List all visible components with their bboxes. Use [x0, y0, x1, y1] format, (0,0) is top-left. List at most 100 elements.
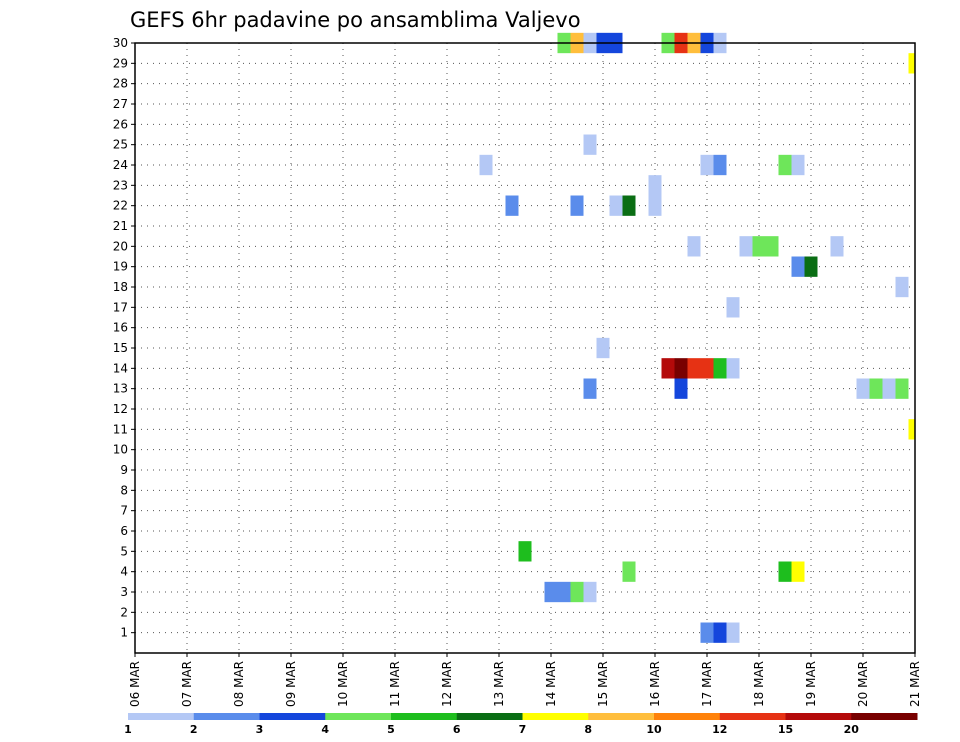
heatmap-cell — [713, 622, 727, 643]
heatmap-cell — [622, 195, 636, 216]
x-tick-label: 16 MAR — [648, 661, 662, 707]
heatmap-cell — [791, 154, 805, 176]
y-tick-label: 22 — [113, 199, 128, 213]
heatmap-cell — [895, 378, 909, 399]
colorbar-label: 8 — [584, 723, 592, 736]
heatmap-cell — [557, 581, 571, 603]
heatmap-cell — [583, 134, 597, 155]
y-tick-label: 26 — [113, 117, 128, 131]
y-tick-label: 10 — [113, 443, 128, 457]
heatmap-cell — [518, 541, 532, 562]
colorbar-swatch — [719, 713, 786, 720]
colorbar-label: 15 — [778, 723, 793, 736]
heatmap-cell — [908, 419, 915, 440]
heatmap-cell — [674, 358, 688, 379]
x-tick-label: 09 MAR — [284, 661, 298, 707]
colorbar-label: 2 — [190, 723, 198, 736]
heatmap-cell — [895, 276, 909, 298]
colorbar-label: 12 — [712, 723, 727, 736]
heatmap-cell — [778, 561, 792, 582]
heatmap-cell — [596, 337, 610, 359]
y-tick-label: 6 — [120, 524, 128, 538]
y-tick-label: 28 — [113, 77, 128, 91]
heatmap-cell — [765, 236, 779, 257]
heatmap-cell — [739, 236, 753, 257]
colorbar-swatch — [325, 713, 392, 720]
y-tick-label: 18 — [113, 280, 128, 294]
heatmap-cell — [674, 378, 688, 399]
heatmap-cell — [726, 622, 740, 643]
colorbar-swatch — [654, 713, 721, 720]
x-tick-label: 06 MAR — [128, 661, 142, 707]
heatmap-cell — [869, 378, 883, 399]
y-tick-label: 15 — [113, 341, 128, 355]
y-tick-label: 8 — [120, 483, 128, 497]
x-axis: 06 MAR 07 MAR 08 MAR 09 MAR 10 MAR 11 MAR 12 M… — [128, 653, 922, 707]
heatmap-cell — [622, 561, 636, 582]
heatmap-cell — [791, 256, 805, 277]
y-tick-label: 27 — [113, 97, 128, 111]
colorbar-swatch — [522, 713, 589, 720]
colorbar-swatch — [259, 713, 326, 720]
heatmap-cell — [882, 378, 896, 399]
colorbar-label: 1 — [124, 723, 132, 736]
colorbar-label: 3 — [256, 723, 264, 736]
colorbar-label: 6 — [453, 723, 461, 736]
x-tick-label: 10 MAR — [336, 661, 350, 707]
y-tick-label: 25 — [113, 138, 128, 152]
colorbar-label: 20 — [844, 723, 860, 736]
heatmap-cell — [479, 154, 493, 176]
colorbar-label: 7 — [519, 723, 527, 736]
colorbar-swatch — [785, 713, 852, 720]
x-tick-label: 17 MAR — [700, 661, 714, 707]
x-tick-label: 21 MAR — [908, 661, 922, 707]
colorbar-swatch — [588, 713, 655, 720]
x-tick-label: 15 MAR — [596, 661, 610, 707]
y-tick-label: 5 — [120, 544, 128, 558]
y-tick-label: 23 — [113, 178, 128, 192]
colorbar-swatch — [851, 713, 918, 720]
heatmap-cell — [908, 53, 915, 74]
heatmap-cell — [726, 297, 740, 318]
y-tick-label: 3 — [120, 585, 128, 599]
heatmap-cell — [700, 622, 714, 643]
colorbar-swatch — [456, 713, 523, 720]
colorbar: 1 2 3 4 5 6 7 8 10 12 15 20 — [124, 713, 918, 736]
heatmap-cell — [713, 358, 727, 379]
y-tick-label: 1 — [120, 626, 128, 640]
colorbar-label: 10 — [646, 723, 662, 736]
x-tick-label: 07 MAR — [180, 661, 194, 707]
x-tick-label: 08 MAR — [232, 661, 246, 707]
y-tick-label: 2 — [120, 605, 128, 619]
heatmap-cell — [687, 236, 701, 257]
y-tick-label: 24 — [113, 158, 128, 172]
y-axis: 1234567891011121314151617181920212223242… — [113, 36, 135, 640]
heatmap-cell — [856, 378, 870, 399]
x-tick-label: 20 MAR — [856, 661, 870, 707]
y-tick-label: 19 — [113, 260, 128, 274]
y-tick-label: 9 — [120, 463, 128, 477]
heatmap-cell — [791, 561, 805, 582]
heatmap-cell — [830, 236, 844, 257]
heatmap-cell — [661, 358, 675, 379]
heatmap-cell — [570, 581, 584, 603]
colorbar-label: 5 — [387, 723, 395, 736]
heatmap-cell — [713, 154, 727, 176]
y-tick-label: 14 — [113, 361, 128, 375]
heatmap-cell — [687, 358, 701, 379]
colorbar-swatch — [391, 713, 458, 720]
x-tick-label: 19 MAR — [804, 661, 818, 707]
y-tick-label: 29 — [113, 56, 128, 70]
heatmap-cell — [804, 256, 818, 277]
y-tick-label: 13 — [113, 382, 128, 396]
x-tick-label: 12 MAR — [440, 661, 454, 707]
y-tick-label: 17 — [113, 300, 128, 314]
heatmap-cell — [570, 195, 584, 216]
y-tick-label: 30 — [113, 36, 128, 50]
x-tick-label: 11 MAR — [388, 661, 402, 707]
y-tick-label: 20 — [113, 239, 128, 253]
heatmap-cell — [700, 358, 714, 379]
x-tick-label: 18 MAR — [752, 661, 766, 707]
heatmap-cell — [648, 175, 662, 196]
